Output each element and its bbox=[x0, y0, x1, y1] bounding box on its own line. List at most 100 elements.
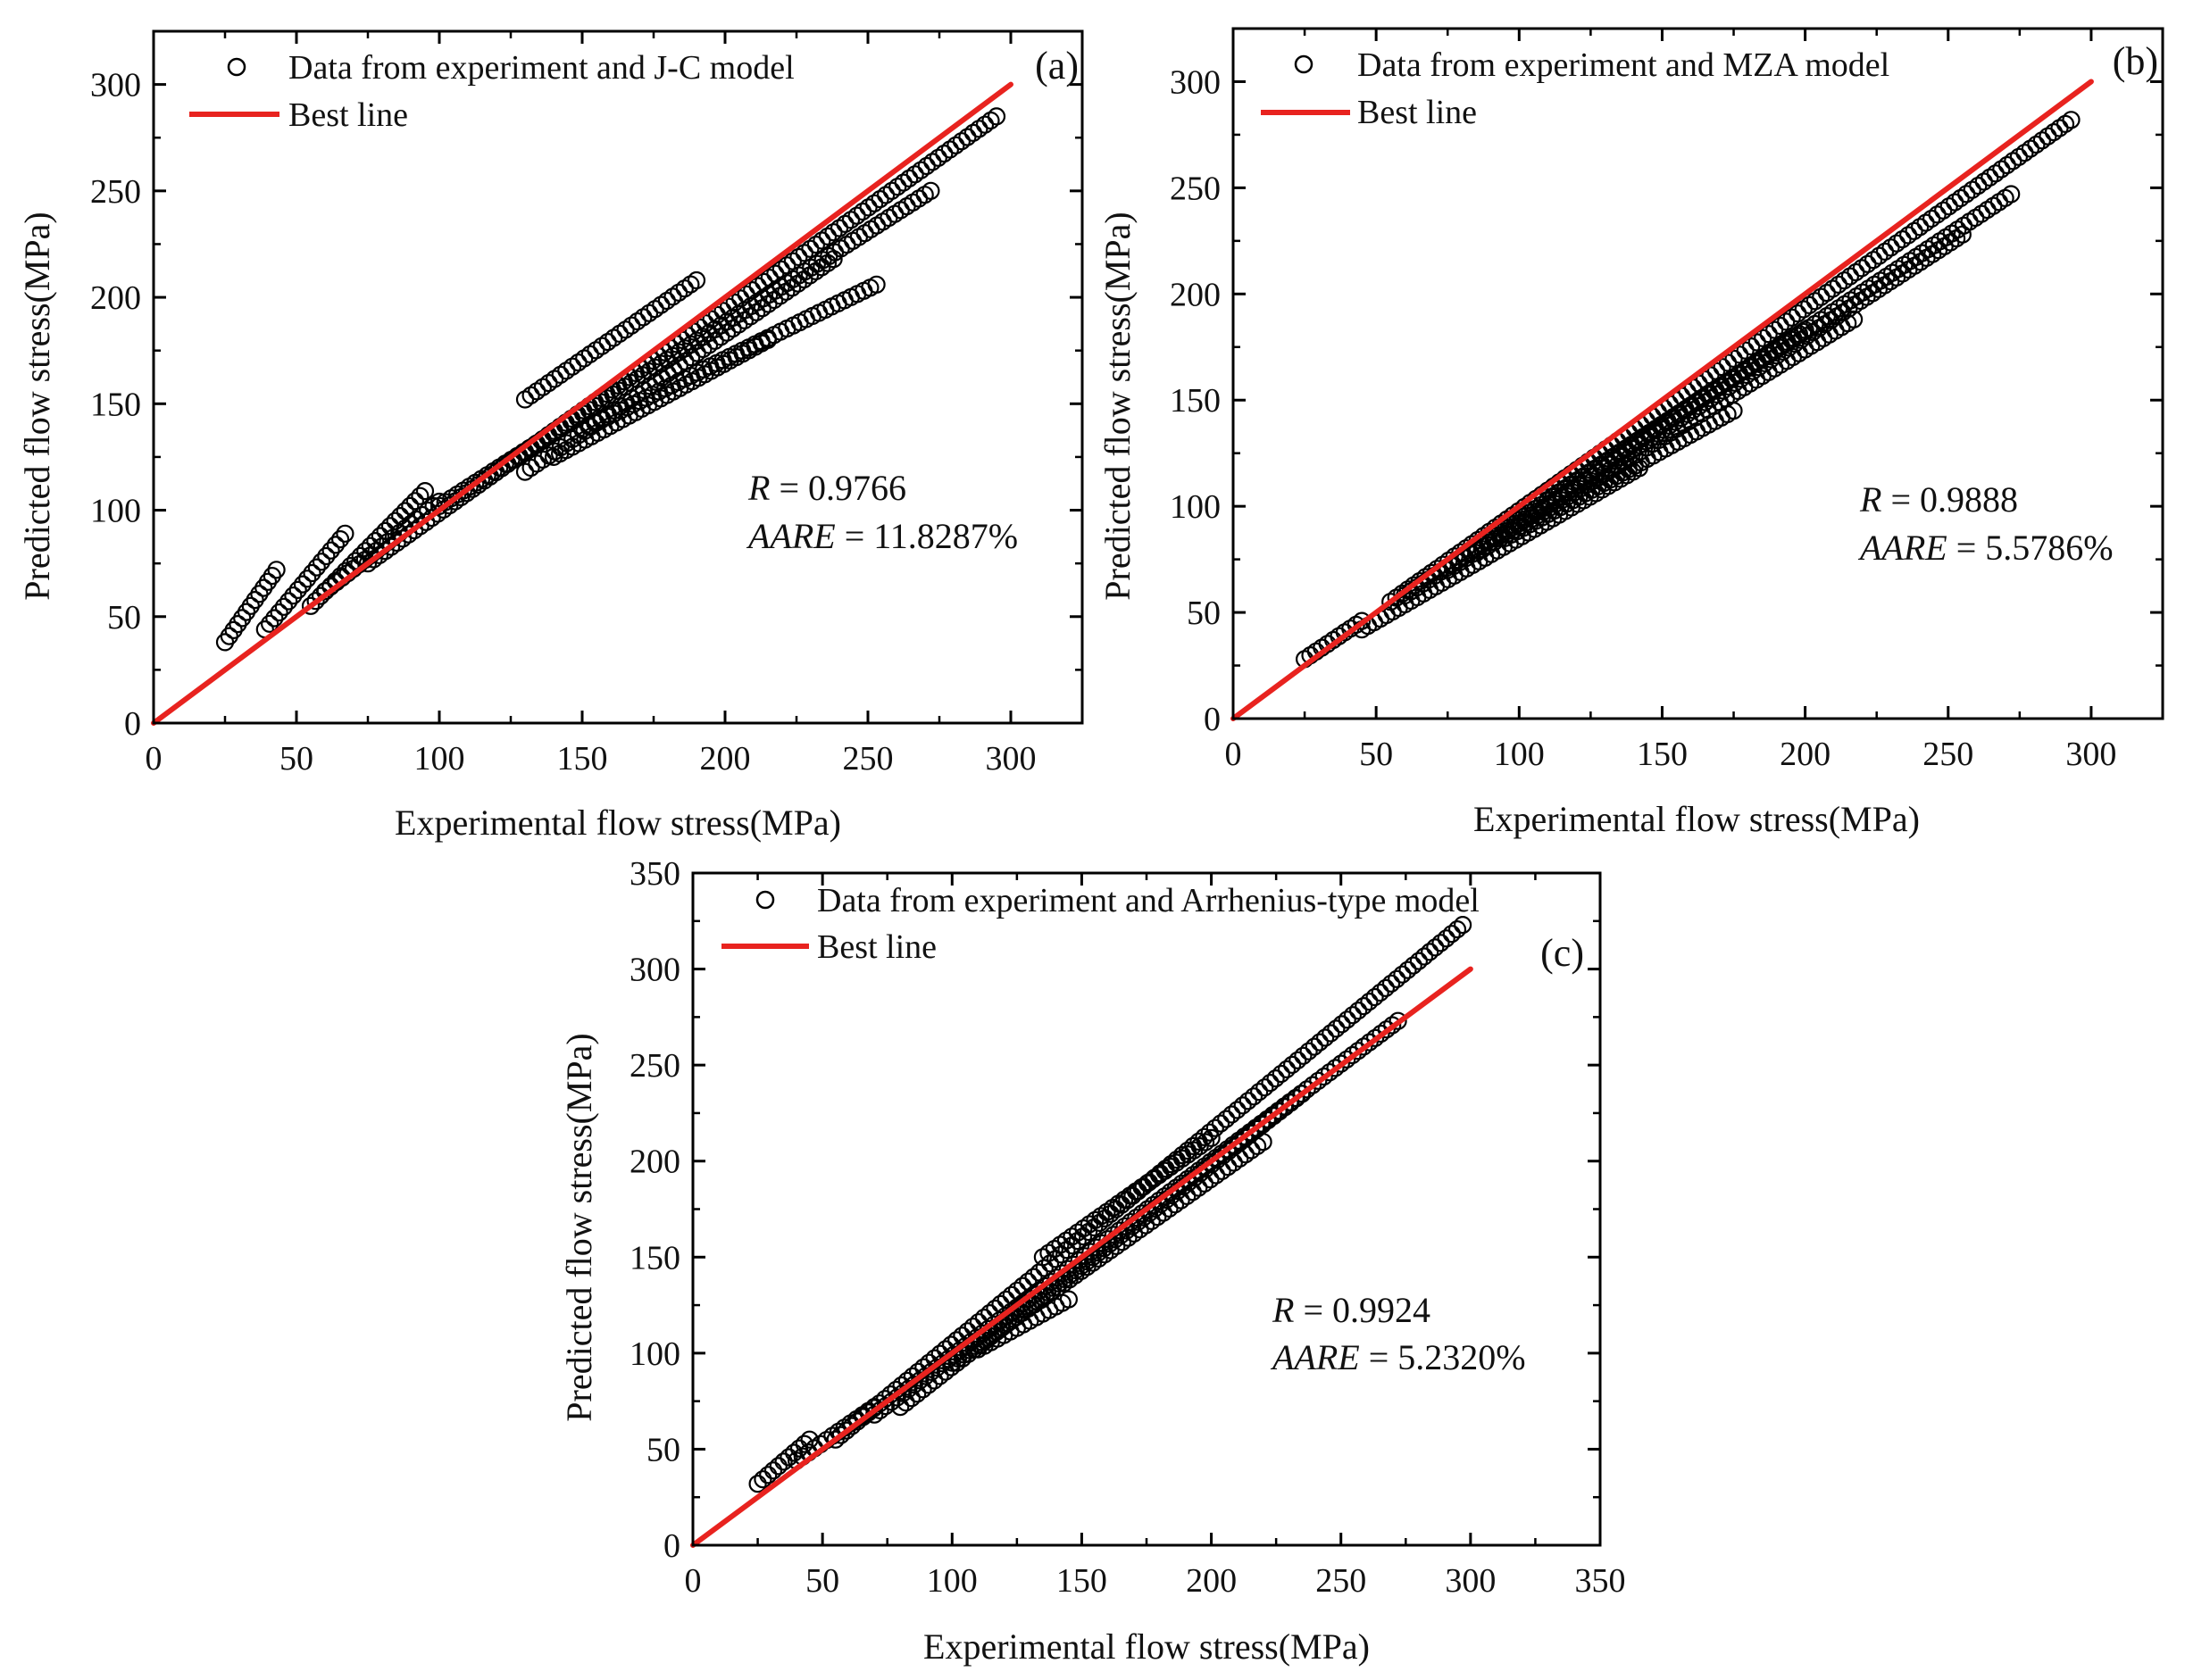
panel-c-marker-s3 bbox=[1376, 978, 1396, 998]
panel-b-marker-s3 bbox=[1823, 279, 1842, 298]
panel-c-r-stat: R = 0.9924 bbox=[1272, 1290, 1430, 1330]
panel-c-marker-s4 bbox=[1309, 1071, 1328, 1090]
panel-c-marker-s6 bbox=[1107, 1236, 1126, 1256]
panel-c-y-tick-label: 350 bbox=[630, 855, 680, 893]
panel-b-legend-marker bbox=[1294, 54, 1314, 74]
panel-b-y-tick-label: 0 bbox=[1204, 701, 1221, 738]
panel-b-marker-s3 bbox=[1946, 193, 1964, 212]
panel-b-legend-line-label: Best line bbox=[1357, 94, 1477, 131]
panel-c-marker-s3 bbox=[1437, 929, 1455, 948]
panel-c-marker-s3 bbox=[1332, 1015, 1351, 1034]
panel-a-chart: 0 50 100 150 200 250 300 0 50 100 150 200 250 300 Exp… bbox=[17, 29, 1084, 843]
panel-a-marker-s5 bbox=[382, 537, 401, 556]
panel-c-x-tick-label: 0 bbox=[685, 1562, 702, 1600]
panel-c-marker-s3 bbox=[1431, 934, 1450, 952]
panel-a-y-tick-label: 0 bbox=[124, 705, 141, 743]
panel-c-marker-s6 bbox=[1055, 1274, 1073, 1293]
panel-c-marker-s3 bbox=[826, 1430, 845, 1449]
panel-c-marker-s3 bbox=[1388, 969, 1406, 988]
panel-c-marker-s4 bbox=[1383, 1016, 1402, 1035]
panel-c-marker-s5 bbox=[1258, 1110, 1278, 1130]
panel-a-marker-s5 bbox=[987, 107, 1006, 126]
panel-c-marker-s3 bbox=[848, 1412, 867, 1431]
panel-c-marker-s5 bbox=[936, 1362, 955, 1381]
panel-c-marker-s3 bbox=[1322, 1024, 1340, 1043]
panel-c-marker-s3 bbox=[1228, 1101, 1247, 1119]
panel-a-marker-s1 bbox=[229, 614, 247, 634]
panel-b-legend-scatter-label: Data from experiment and MZA model bbox=[1357, 46, 1889, 84]
panel-c-y-tick-label: 250 bbox=[630, 1047, 680, 1085]
panel-a-marker-s2 bbox=[284, 586, 303, 605]
panel-c-label: (c) bbox=[1540, 931, 1584, 975]
panel-c-marker-s3 bbox=[1393, 965, 1412, 984]
panel-b-marker-s1 bbox=[1352, 611, 1372, 630]
panel-c-marker-s6 bbox=[1172, 1191, 1190, 1210]
panel-a-best-line bbox=[151, 81, 1013, 726]
panel-b-marker-s8 bbox=[1796, 320, 1814, 339]
panel-a-marker-s5 bbox=[405, 520, 424, 540]
panel-c-marker-s3 bbox=[1261, 1073, 1280, 1093]
panel-c-marker-s6 bbox=[1213, 1161, 1231, 1181]
panel-c-marker-s3 bbox=[1305, 1037, 1323, 1056]
panel-c-marker-s3 bbox=[1238, 1092, 1257, 1110]
panel-c-markers bbox=[748, 915, 1472, 1493]
panel-a-legend-scatter-label: Data from experiment and J-C model bbox=[288, 49, 795, 87]
panel-a-marker-s1 bbox=[241, 596, 260, 615]
panel-c-marker-s3 bbox=[1381, 974, 1401, 993]
panel-a-marker-s5 bbox=[370, 545, 389, 565]
panel-c-marker-s3 bbox=[1217, 1110, 1236, 1128]
panel-c-marker-s3 bbox=[1266, 1069, 1285, 1088]
panel-c-chart: 0 50 100 150 200 250 300 350 0 50 100 150 200 250 300 3… bbox=[559, 855, 1626, 1667]
panel-c-marker-s6 bbox=[1224, 1153, 1243, 1172]
panel-b-marker-s5 bbox=[1953, 225, 1972, 244]
panel-c-y-tick-label: 200 bbox=[630, 1144, 680, 1181]
panel-c-marker-s3 bbox=[1453, 915, 1472, 935]
panel-a-marker-s2 bbox=[317, 546, 336, 566]
panel-c-marker-s8 bbox=[1196, 1133, 1215, 1152]
panel-c-marker-s4 bbox=[1360, 1033, 1379, 1052]
panel-c-x-tick-label: 200 bbox=[1186, 1562, 1237, 1600]
panel-b-x-tick-label: 150 bbox=[1637, 736, 1688, 773]
panel-c-x-tick-label: 350 bbox=[1575, 1562, 1626, 1600]
panel-c-marker-s3 bbox=[1398, 961, 1417, 979]
panel-c-marker-s1 bbox=[769, 1457, 788, 1476]
panel-a-marker-s5 bbox=[975, 115, 995, 134]
panel-c-marker-s6 bbox=[1160, 1199, 1179, 1218]
panel-c-marker-s3 bbox=[1442, 925, 1461, 944]
panel-b-aare-stat: AARE = 5.5786% bbox=[1857, 528, 2114, 568]
panel-c-marker-s6 bbox=[1201, 1170, 1220, 1189]
panel-c-marker-s3 bbox=[837, 1421, 856, 1440]
panel-a-marker-s5 bbox=[929, 148, 947, 167]
panel-b-y-tick-label: 200 bbox=[1170, 276, 1221, 313]
panel-c-marker-s1 bbox=[763, 1461, 783, 1480]
panel-a-marker-s2 bbox=[336, 524, 354, 543]
panel-c-marker-s6 bbox=[1078, 1258, 1097, 1277]
panel-c-ticks: 0 50 100 150 200 250 300 350 0 50 100 150 200 250 300 3… bbox=[630, 855, 1626, 1600]
panel-a-y-tick-label: 300 bbox=[90, 67, 141, 104]
panel-b-marker-s6 bbox=[1845, 310, 1864, 329]
panel-a-marker-s6 bbox=[922, 181, 940, 200]
panel-a-y-axis-title: Predicted flow stress(MPa) bbox=[17, 212, 57, 600]
panel-a-marker-s5 bbox=[940, 140, 960, 159]
panel-b-x-tick-label: 0 bbox=[1225, 736, 1242, 773]
panel-c-y-tick-label: 150 bbox=[630, 1239, 680, 1277]
panel-a-marker-s5 bbox=[801, 239, 820, 258]
panel-c-marker-s6 bbox=[1089, 1249, 1108, 1268]
panel-b-x-tick-label: 250 bbox=[1922, 736, 1973, 773]
panel-c-marker-s3 bbox=[854, 1408, 872, 1426]
panel-c-marker-s3 bbox=[1277, 1060, 1297, 1079]
panel-c-marker-s4 bbox=[1348, 1042, 1368, 1060]
panel-c-marker-s3 bbox=[1249, 1083, 1269, 1102]
panel-c-marker-s6 bbox=[1124, 1224, 1144, 1243]
panel-c-marker-s6 bbox=[1219, 1158, 1238, 1177]
panel-c-marker-s5 bbox=[1270, 1102, 1288, 1121]
panel-a-plot-frame bbox=[152, 29, 1084, 725]
panel-a-marker-s1 bbox=[267, 561, 286, 579]
panel-b-marker-s7 bbox=[1724, 402, 1743, 420]
panel-c-y-tick-label: 50 bbox=[646, 1431, 680, 1468]
panel-a-marker-s5 bbox=[923, 153, 942, 171]
panel-b-markers bbox=[1295, 111, 2081, 669]
panel-c-marker-s6 bbox=[1154, 1203, 1173, 1222]
panel-c-marker-s3 bbox=[1310, 1033, 1330, 1052]
panel-c-marker-s3 bbox=[1211, 1114, 1230, 1133]
